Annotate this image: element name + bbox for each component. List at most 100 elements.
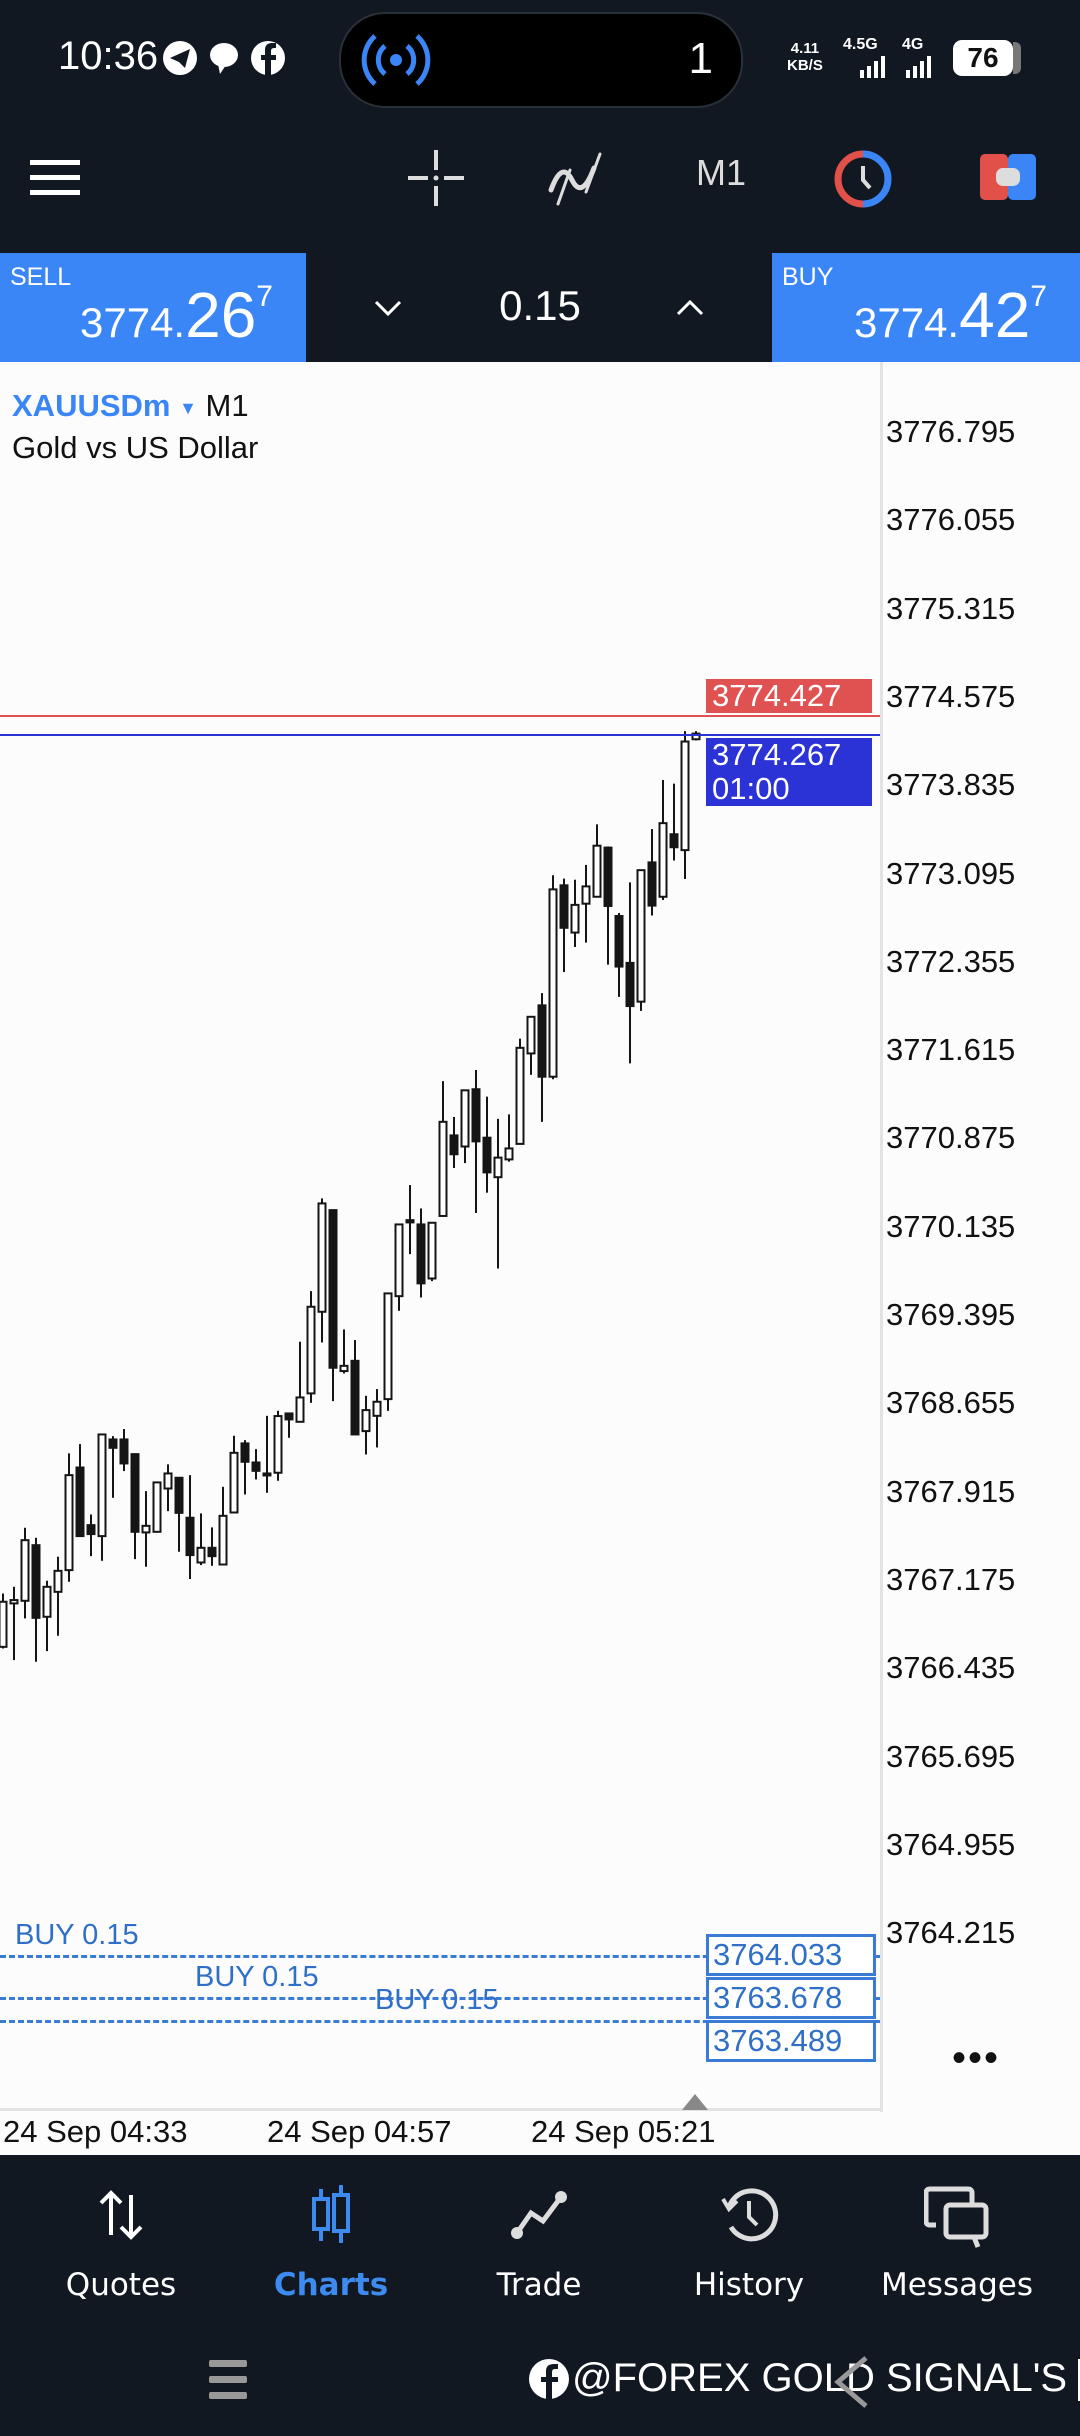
candle [273, 1410, 283, 1481]
volume-increase-button[interactable] [674, 296, 706, 320]
bid-price: 3774.267 [712, 736, 842, 772]
candle [383, 1292, 393, 1411]
candle [581, 864, 591, 943]
net-speed-value: 4.11 [790, 40, 820, 57]
candle-body-bull [295, 1396, 305, 1423]
order-label: BUY 0.15 [15, 1918, 139, 1951]
price-tick: 3764.955 [886, 1826, 1016, 1862]
crosshair-icon[interactable] [408, 150, 464, 206]
candle-body-bull [163, 1472, 173, 1490]
sell-button[interactable]: SELL 3774.267 [0, 253, 306, 362]
price-tick: 3771.615 [886, 1032, 1016, 1068]
chart-area[interactable] [0, 362, 1080, 2155]
back-icon[interactable] [832, 2354, 872, 2410]
volume-decrease-button[interactable] [372, 296, 404, 320]
candle-body-bear [449, 1134, 459, 1156]
order-line[interactable] [0, 1997, 880, 2001]
candle [196, 1513, 206, 1566]
candle-body-bull [636, 869, 646, 1003]
scroll-to-end-triangle-icon[interactable] [682, 2094, 708, 2110]
candle [460, 1089, 470, 1164]
candle [559, 878, 569, 973]
hamburger-icon[interactable] [30, 158, 82, 198]
candle-body-bull [592, 844, 602, 898]
candle [284, 1412, 294, 1438]
candle-body-bull [383, 1292, 393, 1401]
chat-bubble-icon [210, 43, 238, 74]
bid-line [0, 733, 880, 736]
candle [691, 731, 701, 741]
candle [372, 1389, 382, 1448]
network-2: 4G [902, 36, 924, 53]
nav-messages[interactable]: Messages [857, 2185, 1057, 2303]
candle-body-bull [339, 1364, 349, 1373]
live-activity-pill[interactable]: 1 [339, 12, 743, 108]
nav-quotes[interactable]: Quotes [21, 2185, 221, 2303]
indicator-icon[interactable] [548, 150, 606, 206]
candle-body-bull [64, 1474, 74, 1572]
price-tick: 3776.795 [886, 414, 1016, 449]
candle [680, 731, 690, 879]
nav-label: Messages [880, 2267, 1034, 2303]
candle [20, 1527, 30, 1619]
candle-body-bull [504, 1147, 514, 1161]
candle [449, 1116, 459, 1168]
signal-2-icon [906, 56, 931, 78]
status-bar: 10:36 1 4.11 KB/S 4.5G 4G 76 [0, 0, 1080, 130]
candle-body-bull [97, 1433, 107, 1538]
candle-body-bull [372, 1400, 382, 1417]
sell-price: 3774.267 [80, 275, 273, 373]
facebook-icon [251, 41, 285, 75]
sort-arrows-icon [99, 2190, 143, 2240]
candle [163, 1464, 173, 1512]
nav-charts[interactable]: Charts [231, 2185, 431, 2303]
history-icon [721, 2188, 779, 2242]
candle [130, 1453, 140, 1560]
order-price-label: 3763.678 [706, 1976, 876, 2019]
time-tick: 24 Sep 04:33 [3, 2114, 188, 2149]
ellipsis-icon[interactable]: ••• [952, 2036, 1001, 2080]
ask-line [0, 714, 880, 717]
order-price-label: 3763.489 [706, 2019, 876, 2062]
candlestick-icon [312, 2185, 350, 2243]
volume-input[interactable]: 0.15 [499, 282, 581, 329]
candle-body-bull [570, 903, 580, 934]
status-time: 10:36 [58, 34, 159, 78]
buy-price-sup: 7 [1030, 280, 1047, 313]
candle [493, 1118, 503, 1269]
caret-down-icon[interactable]: ▼ [179, 397, 197, 418]
candle [625, 882, 635, 1064]
buy-button[interactable]: BUY 3774.427 [772, 253, 1080, 362]
timeframe-button[interactable]: M1 [696, 152, 747, 193]
candle [97, 1433, 107, 1561]
candle-body-bear [240, 1442, 250, 1463]
candle-body-bear [559, 884, 569, 929]
recent-apps-icon[interactable] [209, 2360, 249, 2400]
pill-count: 1 [688, 34, 713, 83]
candle [647, 829, 657, 916]
candle-body-bear [625, 961, 635, 1008]
price-tick: 3769.395 [886, 1297, 1016, 1332]
clock-icon[interactable] [834, 150, 892, 208]
nav-trade[interactable]: Trade [439, 2185, 639, 2303]
network-1: 4.5G [843, 36, 878, 53]
candle [482, 1096, 492, 1193]
order-line[interactable] [0, 1954, 880, 1958]
order-line[interactable] [0, 2019, 880, 2023]
messages-icon [923, 2186, 989, 2248]
chart-symbol-header: XAUUSDm ▼ M1 [12, 388, 249, 426]
chart-symbol[interactable]: XAUUSDm [12, 388, 171, 423]
candle-body-bear [471, 1088, 481, 1143]
candle [262, 1415, 272, 1493]
candle [31, 1537, 41, 1662]
nav-history[interactable]: History [649, 2185, 849, 2303]
notification-icons [163, 41, 285, 75]
candle [185, 1475, 195, 1580]
candle [9, 1586, 19, 1661]
time-axis-separator [0, 2108, 880, 2111]
candle-body-bear [647, 861, 657, 907]
candle-body-bull [515, 1046, 525, 1145]
candle [592, 824, 602, 898]
candle [207, 1527, 217, 1566]
one-click-trading-icon[interactable] [980, 154, 1036, 200]
